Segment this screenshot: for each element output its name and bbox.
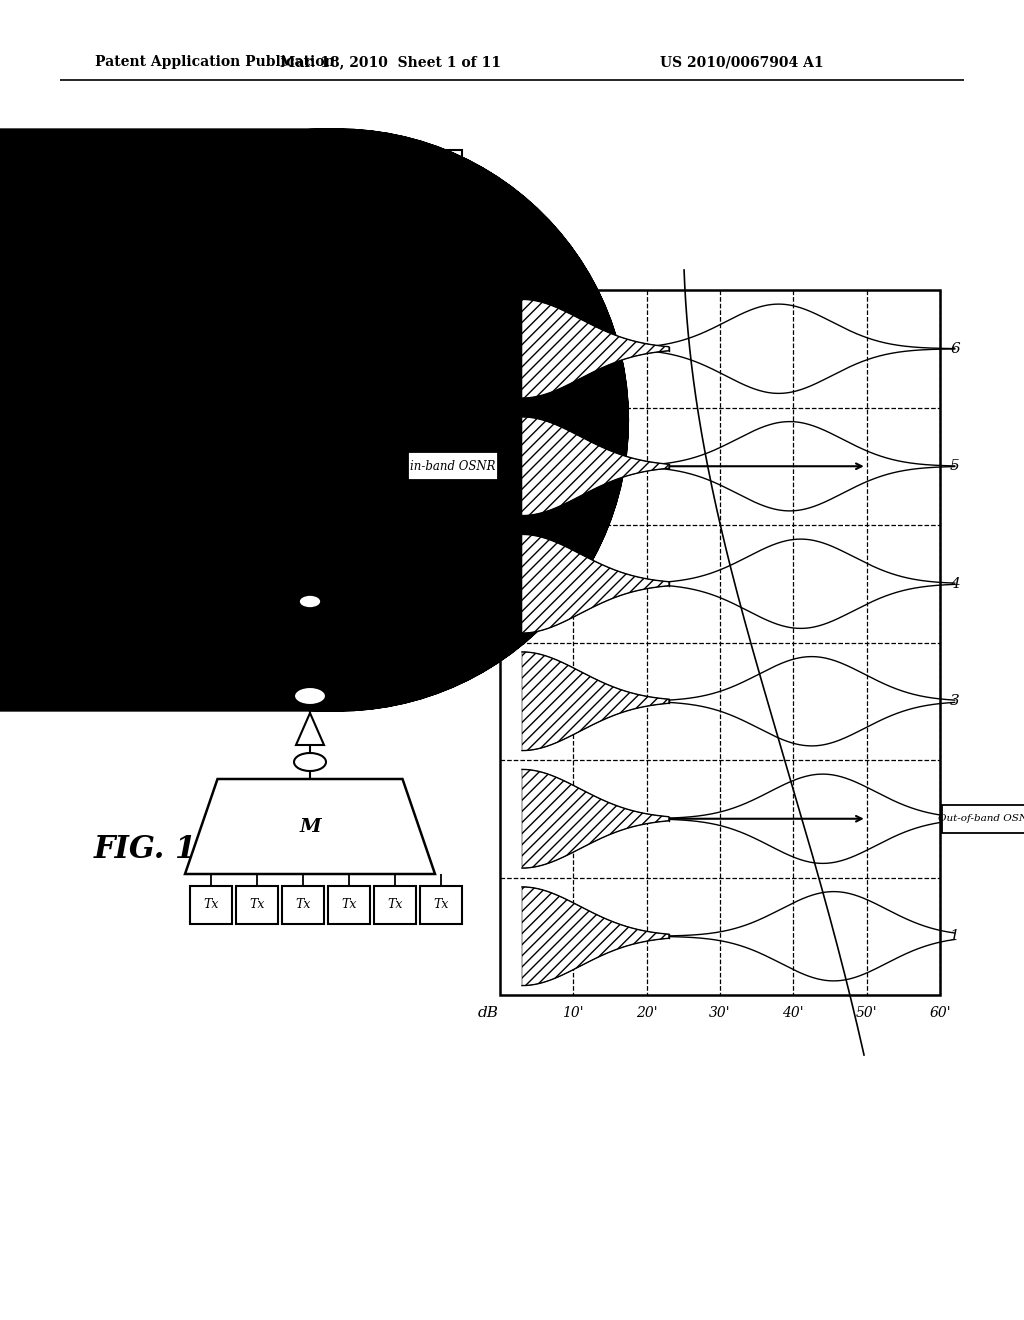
Bar: [408, 453, 498, 480]
Text: 3: 3: [950, 694, 959, 709]
Text: Tx: Tx: [341, 899, 356, 912]
Text: 40': 40': [782, 1006, 804, 1020]
Text: Rx: Rx: [341, 162, 357, 176]
Text: 5: 5: [950, 459, 959, 474]
Text: Tx: Tx: [295, 899, 310, 912]
Bar: [236, 886, 278, 924]
Bar: [328, 150, 370, 187]
Bar: [328, 886, 370, 924]
Text: Patent Application Publication: Patent Application Publication: [95, 55, 335, 69]
Ellipse shape: [299, 595, 321, 609]
Text: Rx: Rx: [295, 162, 311, 176]
Text: M: M: [302, 484, 317, 499]
Text: Rx: Rx: [387, 162, 403, 176]
Ellipse shape: [294, 686, 326, 705]
Bar: [190, 886, 232, 924]
Text: D: D: [301, 242, 318, 259]
Bar: [500, 290, 940, 995]
Text: US 2010/0067904 A1: US 2010/0067904 A1: [660, 55, 823, 69]
Text: 1: 1: [950, 929, 959, 944]
Text: Out-of-band OSNR: Out-of-band OSNR: [938, 814, 1024, 824]
Text: 6: 6: [950, 342, 959, 356]
Text: 4: 4: [950, 577, 959, 591]
Ellipse shape: [294, 378, 326, 396]
Text: M: M: [299, 817, 321, 836]
Bar: [942, 805, 1024, 833]
Ellipse shape: [299, 224, 321, 239]
Text: 60': 60': [929, 1006, 951, 1020]
Bar: [420, 150, 462, 187]
Text: in-band OSNR: in-band OSNR: [411, 459, 496, 473]
Text: Rx: Rx: [203, 162, 219, 176]
Bar: [213, 444, 408, 639]
Text: Tx: Tx: [433, 899, 449, 912]
Bar: [420, 886, 462, 924]
Text: D: D: [304, 585, 316, 598]
Text: 10': 10': [562, 1006, 584, 1020]
Ellipse shape: [294, 752, 326, 771]
Ellipse shape: [294, 312, 326, 330]
Text: FIG. 1: FIG. 1: [93, 834, 197, 866]
Text: Tx: Tx: [249, 899, 264, 912]
Text: Tx: Tx: [204, 899, 219, 912]
Bar: [282, 150, 324, 187]
Text: Rx: Rx: [249, 162, 265, 176]
Text: ROADM: ROADM: [414, 508, 427, 576]
Text: Tx: Tx: [387, 899, 402, 912]
Bar: [190, 150, 232, 187]
Text: 2: 2: [950, 812, 959, 826]
Bar: [236, 150, 278, 187]
Bar: [374, 886, 416, 924]
Text: 20': 20': [636, 1006, 657, 1020]
Bar: [374, 150, 416, 187]
Text: Mar. 18, 2010  Sheet 1 of 11: Mar. 18, 2010 Sheet 1 of 11: [280, 55, 501, 69]
Text: dB: dB: [477, 1006, 499, 1020]
Text: 30': 30': [710, 1006, 731, 1020]
Text: 50': 50': [856, 1006, 878, 1020]
Bar: [282, 886, 324, 924]
Text: ...: ...: [303, 540, 317, 554]
Text: Rx: Rx: [433, 162, 450, 176]
